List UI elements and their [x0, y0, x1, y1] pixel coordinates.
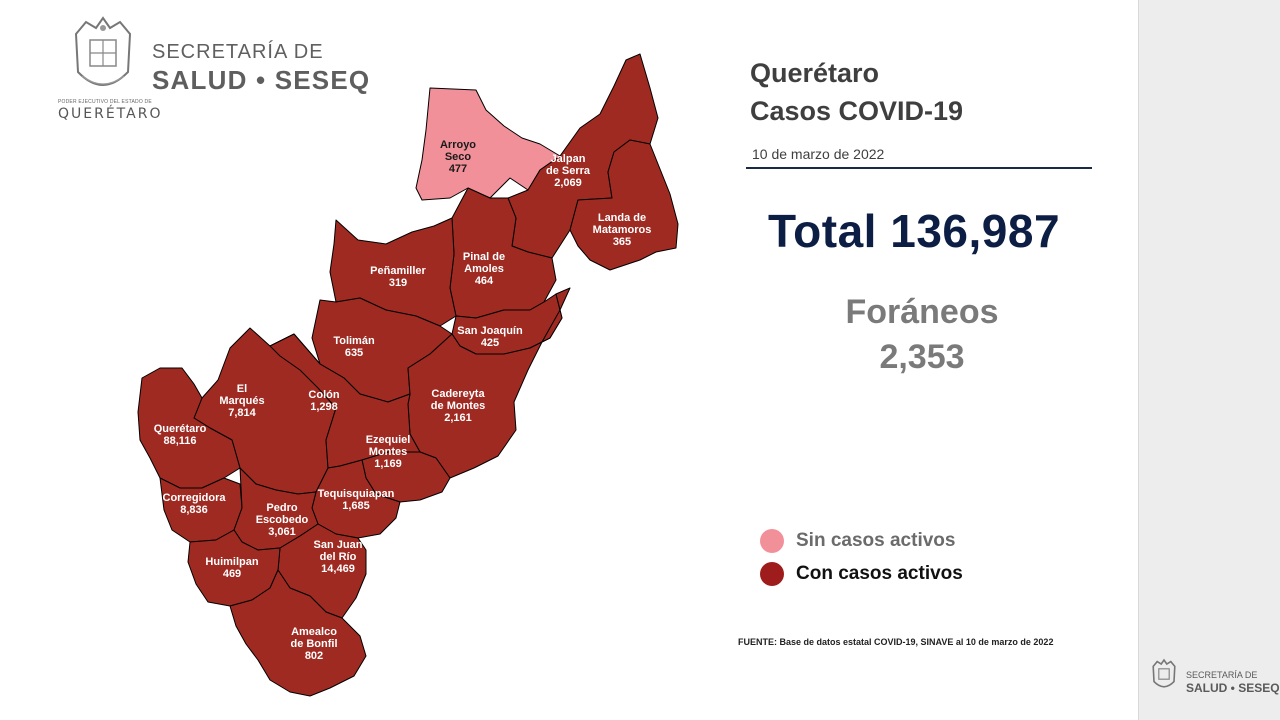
legend-active-label: Con casos activos [796, 563, 963, 584]
seseq-logo: PODER EJECUTIVO DEL ESTADO DE QUERÉTARO … [56, 16, 376, 126]
title-subject: Casos COVID-19 [750, 96, 964, 126]
label-amealco-name1: Amealco [291, 626, 337, 638]
region-arroyo-seco [415, 87, 561, 201]
label-ezequiel-name1: Ezequiel [365, 434, 411, 446]
label-el-marques-name1: El [236, 383, 248, 395]
label-queretaro-cases: 88,116 [163, 435, 197, 447]
total-cases: Total 136,987 [768, 205, 1061, 257]
legend-no-active-label: Sin casos activos [796, 530, 956, 551]
label-cadereyta-name2: de Montes [430, 400, 486, 412]
label-san-joaquin-cases: 425 [480, 337, 500, 349]
foraneos-label: Foráneos [845, 293, 999, 331]
label-tequisquiapan-cases: 1,685 [342, 500, 370, 512]
legend-no-active-swatch [760, 529, 784, 553]
label-cadereyta-name1: Cadereyta [431, 388, 485, 400]
side-panel [1138, 0, 1280, 720]
label-cadereyta: Cadereyta de Montes 2,161 [431, 388, 485, 424]
report-date: 10 de marzo de 2022 [752, 146, 885, 162]
label-san-juan-cases: 14,469 [321, 563, 355, 575]
mini-crest-icon [1152, 658, 1176, 688]
label-pedro-escobedo-name2: Escobedo [255, 514, 309, 526]
label-tequisquiapan-name: Tequisquiapan [317, 488, 395, 500]
label-queretaro: Querétaro 88,116 [154, 423, 207, 447]
label-pinal: Pinal de Amoles 464 [463, 251, 505, 287]
label-landa: Landa de Matamoros 365 [593, 212, 652, 248]
label-el-marques-cases: 7,814 [228, 407, 256, 419]
label-jalpan-name2: de Serra [545, 165, 591, 177]
label-penamiller: Peñamiller 319 [370, 265, 426, 289]
label-san-juan: San Juan del Río 14,469 [314, 539, 363, 575]
label-pedro-escobedo-name1: Pedro [266, 502, 298, 514]
label-ezequiel-name2: Montes [368, 446, 408, 458]
label-san-juan-name1: San Juan [313, 539, 363, 551]
label-jalpan-name1: Jalpan [550, 153, 586, 165]
label-jalpan-cases: 2,069 [554, 177, 582, 189]
label-queretaro-name: Querétaro [153, 423, 207, 435]
label-landa-name1: Landa de [597, 212, 647, 224]
label-landa-cases: 365 [612, 236, 632, 248]
label-colon-name: Colón [308, 389, 340, 401]
label-colon: Colón 1,298 [308, 389, 339, 413]
label-penamiller-cases: 319 [388, 277, 408, 289]
label-landa-name2: Matamoros [592, 224, 652, 236]
label-pedro-escobedo-cases: 3,061 [268, 526, 296, 538]
label-tequisquiapan: Tequisquiapan 1,685 [318, 488, 395, 512]
label-corregidora: Corregidora 8,836 [163, 492, 226, 516]
label-corregidora-name: Corregidora [162, 492, 226, 504]
label-san-joaquin: San Joaquín 425 [457, 325, 522, 349]
label-amealco-name2: de Bonfil [290, 638, 338, 650]
foraneos-value: 2,353 [879, 338, 965, 376]
label-colon-cases: 1,298 [310, 401, 338, 413]
label-huimilpan-cases: 469 [222, 568, 242, 580]
label-toliman-name: Tolimán [333, 335, 375, 347]
municipality-map-svg [137, 53, 679, 697]
label-ezequiel-cases: 1,169 [374, 458, 402, 470]
label-jalpan: Jalpan de Serra 2,069 [546, 153, 590, 189]
mini-org-line1: SECRETARÍA DE [1186, 670, 1258, 680]
label-pinal-name1: Pinal de [462, 251, 506, 263]
label-amealco-cases: 802 [304, 650, 324, 662]
label-el-marques: El Marqués 7,814 [219, 383, 264, 419]
seseq-mini-logo: SECRETARÍA DE SALUD • SESEQ [1150, 656, 1280, 706]
slide: PODER EJECUTIVO DEL ESTADO DE QUERÉTARO … [56, 16, 1092, 698]
label-corregidora-cases: 8,836 [180, 504, 208, 516]
queretaro-map: Arroyo Seco 477 Jalpan de Serra 2,069 La… [130, 48, 690, 698]
org-name-line1: SECRETARÍA DE [152, 41, 324, 63]
title-divider [746, 167, 1092, 169]
org-name-line2: SALUD • SESEQ [152, 65, 371, 95]
state-name-text: QUERÉTARO [58, 106, 163, 122]
label-huimilpan-name: Huimilpan [205, 556, 259, 568]
title-state: Querétaro [750, 58, 880, 88]
label-arroyo-seco-name1: Arroyo [439, 139, 477, 151]
label-toliman: Tolimán 635 [333, 335, 374, 359]
state-government-text: PODER EJECUTIVO DEL ESTADO DE [58, 99, 152, 105]
label-pinal-name2: Amoles [464, 263, 504, 275]
data-source-note: FUENTE: Base de datos estatal COVID-19, … [738, 637, 1054, 647]
label-cadereyta-cases: 2,161 [444, 412, 472, 424]
label-pinal-cases: 464 [474, 275, 494, 287]
label-arroyo-seco-name2: Seco [444, 151, 472, 163]
label-amealco: Amealco de Bonfil 802 [290, 626, 337, 662]
legend-active-swatch [760, 562, 784, 586]
label-san-joaquin-name: San Joaquín [457, 325, 523, 337]
state-crest-icon [74, 16, 132, 86]
label-arroyo-seco-cases: 477 [448, 163, 468, 175]
mini-org-line2: SALUD • SESEQ [1186, 681, 1280, 695]
label-arroyo-seco: Arroyo Seco 477 [440, 139, 476, 175]
label-penamiller-name: Peñamiller [370, 265, 426, 277]
label-toliman-cases: 635 [344, 347, 364, 359]
label-huimilpan: Huimilpan 469 [205, 556, 258, 580]
region-landa [569, 139, 679, 271]
label-san-juan-name2: del Río [319, 551, 357, 563]
label-ezequiel: Ezequiel Montes 1,169 [366, 434, 411, 470]
label-el-marques-name2: Marqués [219, 395, 265, 407]
label-pedro-escobedo: Pedro Escobedo 3,061 [256, 502, 309, 538]
region-amealco [229, 569, 367, 697]
